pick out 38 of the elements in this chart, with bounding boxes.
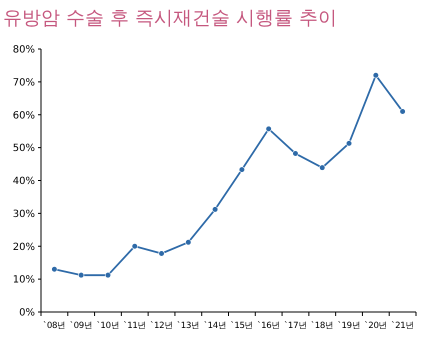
- point: [346, 140, 352, 146]
- point: [158, 250, 165, 257]
- x-tick-label: `14년: [204, 321, 227, 331]
- y-tick-label: 70%: [12, 77, 35, 88]
- y-tick-label: 80%: [12, 44, 35, 56]
- y-tick-label: 40%: [12, 176, 35, 187]
- point: [51, 266, 58, 272]
- x-tick-label: `11년: [123, 321, 146, 331]
- point: [104, 272, 112, 278]
- x-tick-label: `21년: [391, 321, 414, 331]
- point: [132, 243, 138, 250]
- x-tick-label: `19년: [338, 321, 361, 331]
- point: [212, 206, 218, 213]
- y-tick-label: 60%: [12, 110, 35, 122]
- x-tick-label: `09년: [70, 321, 93, 331]
- y-tick-label: 0%: [19, 308, 35, 318]
- point: [185, 239, 192, 246]
- y-tick-label: 50%: [12, 143, 35, 154]
- x-tick-label: `10년: [96, 321, 120, 331]
- point: [400, 108, 406, 115]
- point: [238, 166, 245, 173]
- x-tick-label: `18년: [310, 321, 334, 331]
- x-tick-label: `17년: [284, 321, 307, 331]
- point: [372, 72, 379, 78]
- point: [292, 150, 299, 157]
- x-tick-label: `08년: [42, 321, 66, 331]
- x-tick-label: `20년: [364, 321, 388, 331]
- chart-title: 유방암 수술 후 즉시재건술 시행률 추이: [3, 7, 338, 29]
- point: [266, 126, 272, 132]
- x-tick-label: `12년: [150, 321, 174, 331]
- x-tick-label: `16년: [257, 321, 280, 331]
- point: [78, 272, 84, 278]
- x-tick-label: `15년: [230, 321, 254, 331]
- point: [319, 164, 326, 171]
- y-tick-label: 30%: [12, 208, 35, 220]
- x-tick-label: `13년: [176, 321, 200, 331]
- y-tick-label: 20%: [12, 242, 35, 253]
- y-tick-label: 10%: [12, 274, 35, 286]
